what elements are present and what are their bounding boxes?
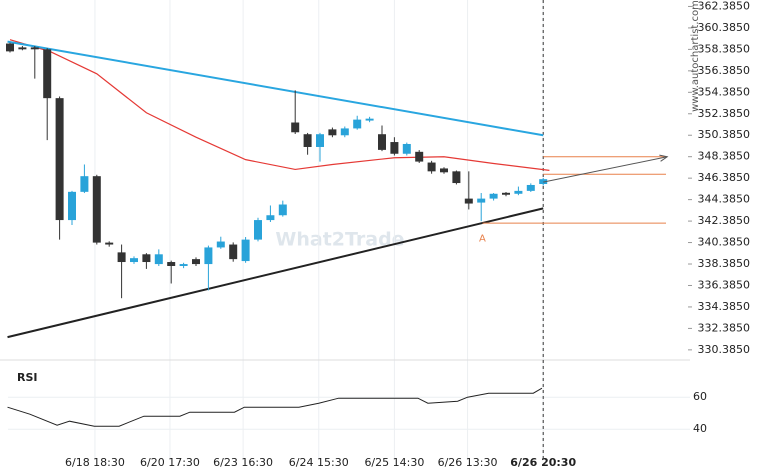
candle-body xyxy=(204,247,213,265)
candle-body xyxy=(526,184,535,191)
candle-body xyxy=(440,168,448,173)
x-tick-label: 6/20 17:30 xyxy=(140,456,200,469)
candle-body xyxy=(514,190,523,194)
candle-body xyxy=(365,118,374,121)
x-tick-label: 6/18 18:30 xyxy=(65,456,125,469)
forecast-arrow xyxy=(543,156,668,183)
rsi-tick-label: 40 xyxy=(693,422,707,435)
y-tick-label: 362.3850 xyxy=(698,0,751,12)
rsi-label: RSI xyxy=(17,371,38,384)
candle-body xyxy=(117,252,126,263)
candle-body xyxy=(192,259,200,265)
rsi-line xyxy=(7,387,543,427)
y-tick-label: 336.3850 xyxy=(698,278,751,291)
candle-body xyxy=(241,239,250,262)
x-tick-label: 6/24 15:30 xyxy=(289,456,349,469)
candle-body xyxy=(378,134,386,150)
y-tick-label: 344.3850 xyxy=(698,193,751,206)
candle-body xyxy=(154,254,163,265)
x-tick-label: 6/23 16:30 xyxy=(213,456,273,469)
y-tick-label: 350.3850 xyxy=(698,128,751,141)
candle-body xyxy=(142,254,151,263)
y-tick-label: 358.3850 xyxy=(698,42,751,55)
source: www.autochartist.com xyxy=(690,0,701,112)
y-tick-label: 346.3850 xyxy=(698,171,751,184)
y-tick-label: 342.3850 xyxy=(698,214,751,227)
x-tick-label: 6/26 13:30 xyxy=(438,456,498,469)
candle-body xyxy=(427,162,436,172)
candle-body xyxy=(390,142,399,154)
candle-body xyxy=(502,192,510,195)
candle-body xyxy=(353,119,362,129)
candle-body xyxy=(415,151,424,162)
candle-body xyxy=(55,98,64,221)
y-tick-label: 356.3850 xyxy=(698,64,751,77)
candle-body xyxy=(179,264,188,266)
y-tick-label: 334.3850 xyxy=(698,300,751,313)
watermark: What2Trade xyxy=(275,229,404,251)
candle-body xyxy=(477,198,486,203)
arrow-head xyxy=(659,154,669,162)
y-tick-label: 348.3850 xyxy=(698,150,751,163)
candle-body xyxy=(216,241,225,248)
candle-body xyxy=(303,134,312,147)
candle-body xyxy=(278,204,287,216)
candle-body xyxy=(340,128,349,136)
y-tick-label: 338.3850 xyxy=(698,257,751,270)
y-tick-label: 340.3850 xyxy=(698,236,751,249)
support-line xyxy=(7,207,544,339)
y-tick-label: 330.3850 xyxy=(698,343,751,356)
candle-body xyxy=(316,134,324,147)
candle-body xyxy=(452,171,461,184)
candle-body xyxy=(254,220,262,240)
candle-body xyxy=(92,176,101,243)
candle-body xyxy=(6,43,14,52)
candle-body xyxy=(489,193,498,199)
x-tick-label: 6/25 14:30 xyxy=(364,456,424,469)
candle-body xyxy=(266,215,275,221)
candle-body xyxy=(68,191,76,221)
candle-body xyxy=(291,122,300,133)
candle-body xyxy=(80,176,89,192)
candle-body xyxy=(402,143,411,154)
candle-body xyxy=(464,198,473,204)
candle-body xyxy=(130,258,138,263)
y-tick-label: 332.3850 xyxy=(698,321,751,334)
x-tick-label: 6/26 20:30 xyxy=(510,456,576,469)
candle-body xyxy=(167,262,176,266)
y-tick-label: 354.3850 xyxy=(698,85,751,98)
candle-body xyxy=(229,244,238,260)
rsi-tick-label: 60 xyxy=(693,390,707,403)
candle-body xyxy=(105,242,114,245)
y-tick-label: 360.3850 xyxy=(698,21,751,34)
y-tick-label: 352.3850 xyxy=(698,107,751,120)
candle-body xyxy=(328,129,337,136)
point-label: A xyxy=(479,234,486,245)
candle-body xyxy=(30,47,39,50)
resistance-line xyxy=(7,40,544,137)
candle-body xyxy=(43,49,52,99)
moving-average xyxy=(9,39,550,171)
candle-body xyxy=(18,47,27,50)
